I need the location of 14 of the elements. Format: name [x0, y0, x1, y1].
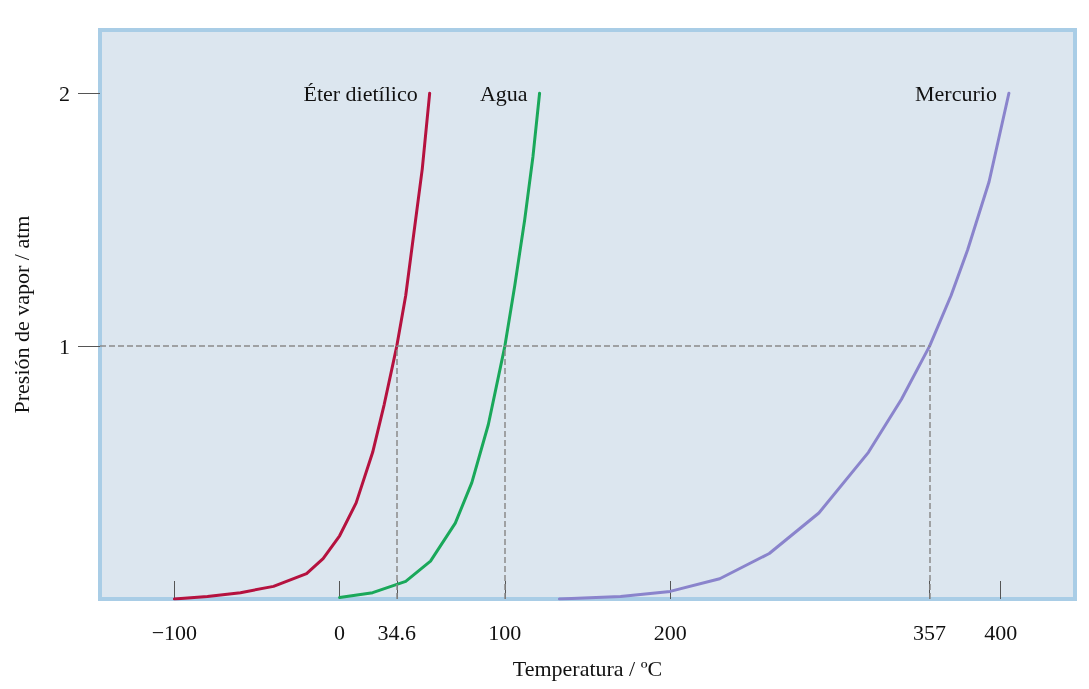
x-tick-label: 100	[488, 619, 522, 645]
x-tick-label: −100	[151, 619, 198, 645]
x-tick-label: 34.6	[377, 619, 417, 645]
series-label: Éter dietílico	[303, 80, 418, 106]
x-tick-label: 357	[913, 619, 947, 645]
x-axis-title: Temperatura / ºC	[512, 655, 663, 681]
x-tick-label: 200	[653, 619, 687, 645]
series-label: Agua	[479, 80, 528, 106]
x-tick-label: 0	[334, 619, 346, 645]
y-tick-label: 1	[59, 333, 70, 359]
x-tick-label: 400	[984, 619, 1018, 645]
y-tick-label: 2	[59, 80, 70, 106]
series-label: Mercurio	[915, 80, 997, 106]
y-axis-title: Presión de vapor / atm	[8, 215, 34, 414]
